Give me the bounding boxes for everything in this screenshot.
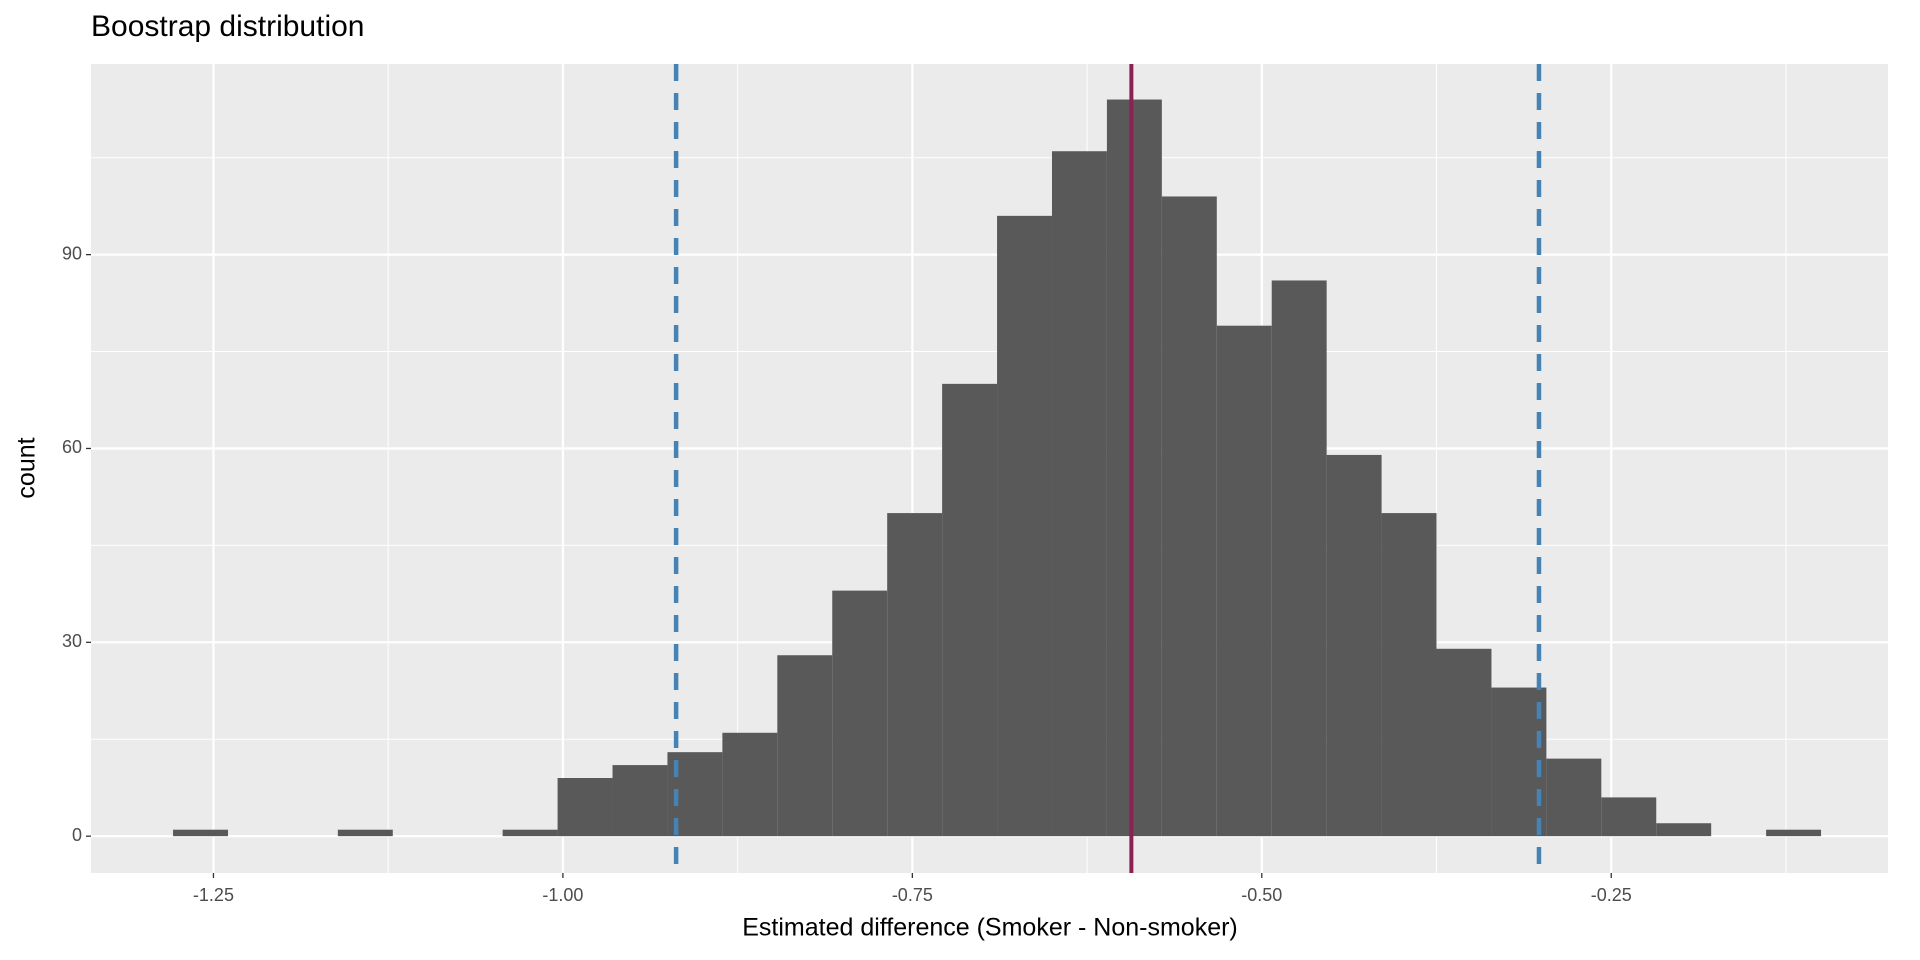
histogram-bar bbox=[997, 215, 1052, 837]
histogram-bar bbox=[1546, 758, 1602, 837]
y-tick-label: 60 bbox=[62, 437, 82, 457]
x-tick-label: -1.00 bbox=[542, 885, 583, 905]
histogram-bar bbox=[502, 829, 558, 837]
histogram-bar bbox=[557, 778, 613, 837]
y-axis-title: count bbox=[13, 437, 41, 498]
histogram-bar bbox=[1766, 829, 1822, 837]
histogram-bar bbox=[337, 829, 393, 837]
chart-title: Boostrap distribution bbox=[91, 10, 365, 43]
histogram-bar bbox=[1381, 513, 1437, 837]
histogram-bar bbox=[1161, 196, 1217, 837]
x-axis-title: Estimated difference (Smoker - Non-smoke… bbox=[742, 914, 1238, 942]
histogram-bar bbox=[1601, 797, 1657, 837]
histogram-bar bbox=[777, 655, 833, 837]
histogram-bar bbox=[942, 383, 998, 837]
y-tick-label: 30 bbox=[62, 631, 82, 651]
histogram-bar bbox=[1656, 823, 1712, 837]
x-tick-label: -0.75 bbox=[892, 885, 933, 905]
histogram-bar bbox=[1326, 454, 1382, 837]
histogram-bar bbox=[1436, 648, 1492, 837]
histogram-bar bbox=[832, 590, 888, 837]
x-tick-label: -0.50 bbox=[1241, 885, 1282, 905]
histogram-bar bbox=[887, 513, 943, 837]
histogram-bar bbox=[1106, 99, 1162, 837]
histogram-bar bbox=[173, 829, 228, 837]
histogram-bar bbox=[1051, 151, 1107, 837]
y-tick-label: 0 bbox=[72, 825, 82, 845]
histogram-bar bbox=[1216, 325, 1272, 837]
x-tick-label: -0.25 bbox=[1591, 885, 1632, 905]
histogram-bar bbox=[612, 765, 668, 837]
histogram-bar bbox=[1271, 280, 1327, 837]
histogram-bar bbox=[722, 732, 778, 837]
y-tick-label: 90 bbox=[62, 243, 82, 263]
x-tick-label: -1.25 bbox=[193, 885, 234, 905]
